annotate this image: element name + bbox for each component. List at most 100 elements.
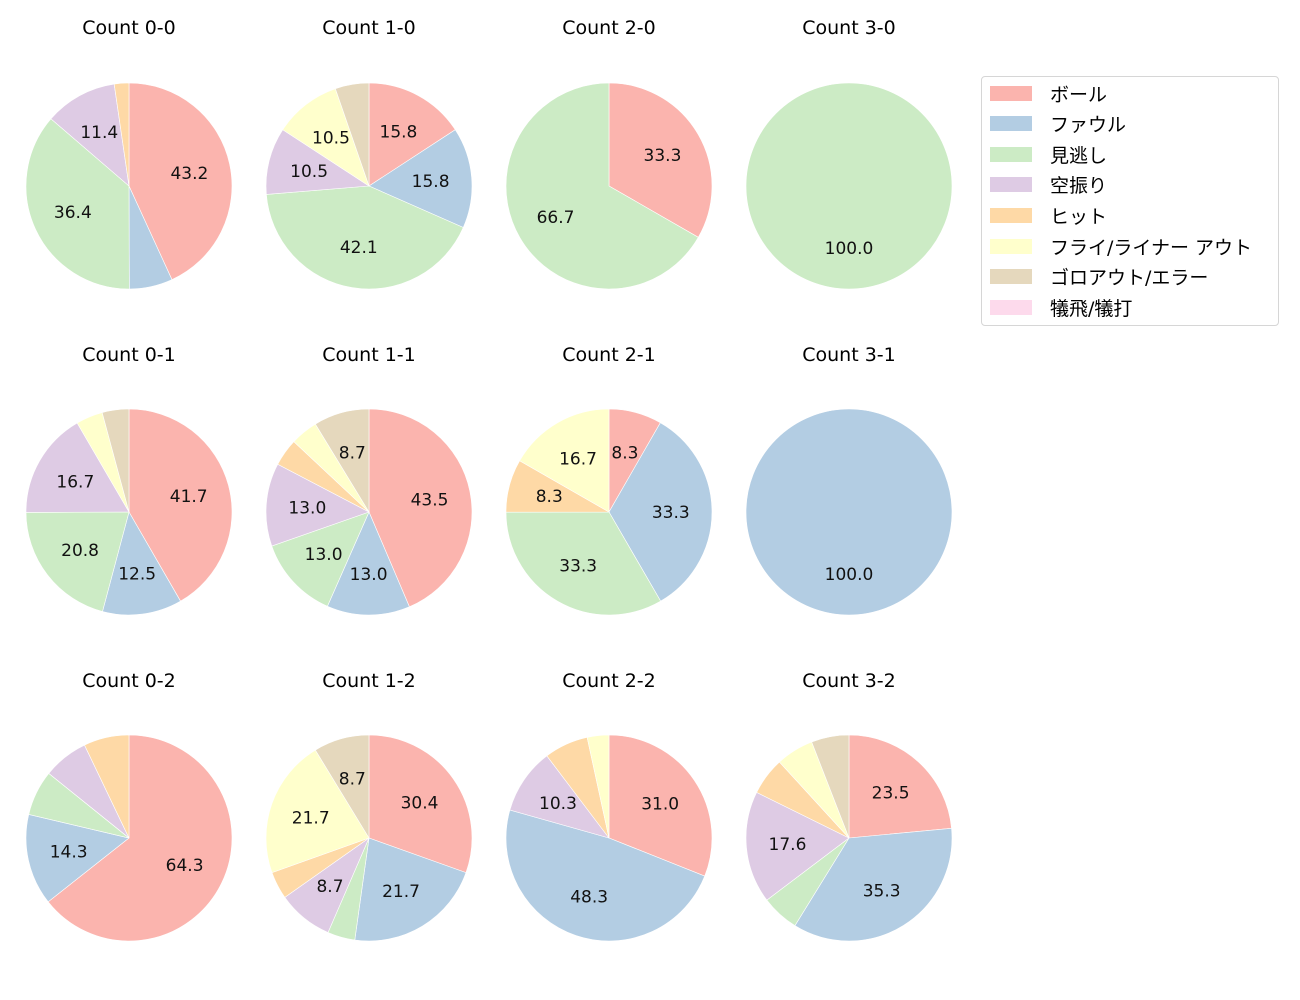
pie-slice — [505, 809, 706, 942]
slice-label: 36.4 — [54, 203, 92, 223]
legend-item: ヒット — [990, 204, 1108, 228]
slice-label: 8.7 — [316, 877, 343, 897]
pie-title: Count 0-2 — [82, 670, 176, 692]
slice-label: 11.4 — [80, 123, 118, 143]
slice-label: 31.0 — [641, 794, 679, 814]
pie-slice — [128, 82, 233, 281]
slice-label: 13.0 — [350, 565, 388, 585]
pie-slice — [505, 511, 662, 616]
pie-title: Count 2-2 — [562, 670, 656, 692]
pie-slice — [25, 118, 130, 290]
pie-title: Count 0-0 — [82, 17, 176, 39]
pie-slice — [47, 734, 233, 942]
pie-slice — [505, 82, 699, 290]
pie-slice — [794, 827, 953, 942]
legend-item: ボール — [990, 82, 1108, 106]
legend-label: ゴロアウト/エラー — [1050, 267, 1209, 290]
slice-label: 21.7 — [292, 808, 330, 828]
slice-label: 8.7 — [339, 770, 366, 790]
pie-slice — [519, 408, 610, 513]
pie-slice — [745, 791, 850, 901]
slice-label: 14.3 — [50, 842, 88, 862]
slice-label: 41.7 — [170, 487, 208, 507]
pie-slice — [50, 83, 130, 187]
pie-slice — [265, 129, 370, 195]
slice-label: 66.7 — [537, 208, 575, 228]
pie-chart: 31.0 48.3 10.3 — [505, 734, 713, 942]
pie-slice — [608, 422, 713, 602]
slice-label: 43.5 — [411, 491, 449, 511]
slice-label: 21.7 — [382, 882, 420, 902]
slice-label: 17.6 — [769, 835, 807, 855]
legend-label: 犠飛/犠打 — [1050, 297, 1133, 320]
pie-slice — [368, 734, 473, 874]
slice-label: 16.7 — [56, 472, 94, 492]
slice-label: 35.3 — [863, 881, 901, 901]
slice-label: 10.5 — [290, 162, 328, 182]
slice-label: 23.5 — [872, 783, 910, 803]
legend-item: 見逃し — [990, 143, 1108, 167]
pie-chart: 41.7 12.5 20.8 16.7 — [25, 408, 233, 616]
pie-title: Count 3-0 — [802, 17, 896, 39]
slice-label: 16.7 — [559, 450, 597, 470]
slice-label: 100.0 — [825, 239, 874, 259]
slice-label: 48.3 — [570, 888, 608, 908]
pie-title: Count 1-2 — [322, 670, 416, 692]
legend-swatch — [990, 177, 1032, 193]
pie-slice — [368, 408, 473, 608]
pie-title: Count 3-2 — [802, 670, 896, 692]
pie-chart: 43.5 13.0 13.0 13.0 8.7 — [265, 408, 473, 616]
pie-slice — [102, 511, 181, 616]
pie-title: Count 2-1 — [562, 344, 656, 366]
slice-label: 100.0 — [825, 565, 874, 585]
legend: ボール ファウル 見逃し 空振り ヒット フライ/ライナー アウト ゴロアウト/エラー 犠飛/… — [981, 76, 1279, 326]
pie-slice — [25, 422, 130, 513]
legend-swatch — [990, 85, 1032, 101]
legend-label: 空振り — [1050, 175, 1108, 198]
legend-swatch — [990, 207, 1032, 223]
pie-slice — [314, 408, 370, 514]
legend-item: フライ/ライナー アウト — [990, 235, 1253, 259]
pie-slice — [101, 408, 130, 513]
slice-label: 64.3 — [166, 856, 204, 876]
slice-label: 8.7 — [339, 444, 366, 464]
pie-slice — [25, 814, 130, 903]
legend-label: ボール — [1050, 83, 1108, 106]
pie-slice — [282, 88, 370, 187]
pie-title: Count 1-0 — [322, 17, 416, 39]
slice-label: 15.8 — [380, 123, 418, 143]
pie-chart: 64.3 14.3 — [25, 734, 233, 942]
pie-slice — [327, 511, 410, 616]
legend-swatch — [990, 146, 1032, 162]
pie-slice — [586, 734, 610, 839]
pie-chart: 100.0 — [745, 408, 953, 616]
legend-label: 見逃し — [1050, 144, 1108, 167]
slice-label: 15.8 — [412, 172, 450, 192]
slice-label: 33.3 — [652, 503, 690, 523]
legend-label: フライ/ライナー アウト — [1050, 236, 1253, 259]
pie-slice — [271, 511, 370, 607]
pie-chart: 33.3 66.7 — [505, 82, 713, 290]
pie-slice — [608, 82, 713, 238]
pie-slice — [811, 734, 850, 839]
pie-chart: 23.5 35.3 17.6 — [745, 734, 953, 942]
pie-title: Count 3-1 — [802, 344, 896, 366]
legend-swatch — [990, 238, 1032, 254]
pie-slice — [848, 734, 952, 839]
pie-slice — [266, 185, 464, 290]
slice-label: 8.3 — [536, 487, 563, 507]
pie-slice — [314, 734, 370, 840]
pie-slice — [25, 511, 130, 612]
slice-label: 10.3 — [539, 794, 577, 814]
slice-label: 33.3 — [559, 557, 597, 577]
pie-chart: 100.0 — [745, 82, 953, 290]
slice-label: 13.0 — [305, 545, 343, 565]
legend-label: ヒット — [1050, 205, 1108, 228]
pie-slice — [84, 734, 130, 839]
pie-title: Count 2-0 — [562, 17, 656, 39]
pie-slice — [368, 82, 456, 187]
slice-label: 13.0 — [288, 499, 326, 519]
pie-slice — [745, 82, 953, 290]
pie-chart: 30.4 21.7 8.7 21.7 8.7 — [265, 734, 473, 942]
